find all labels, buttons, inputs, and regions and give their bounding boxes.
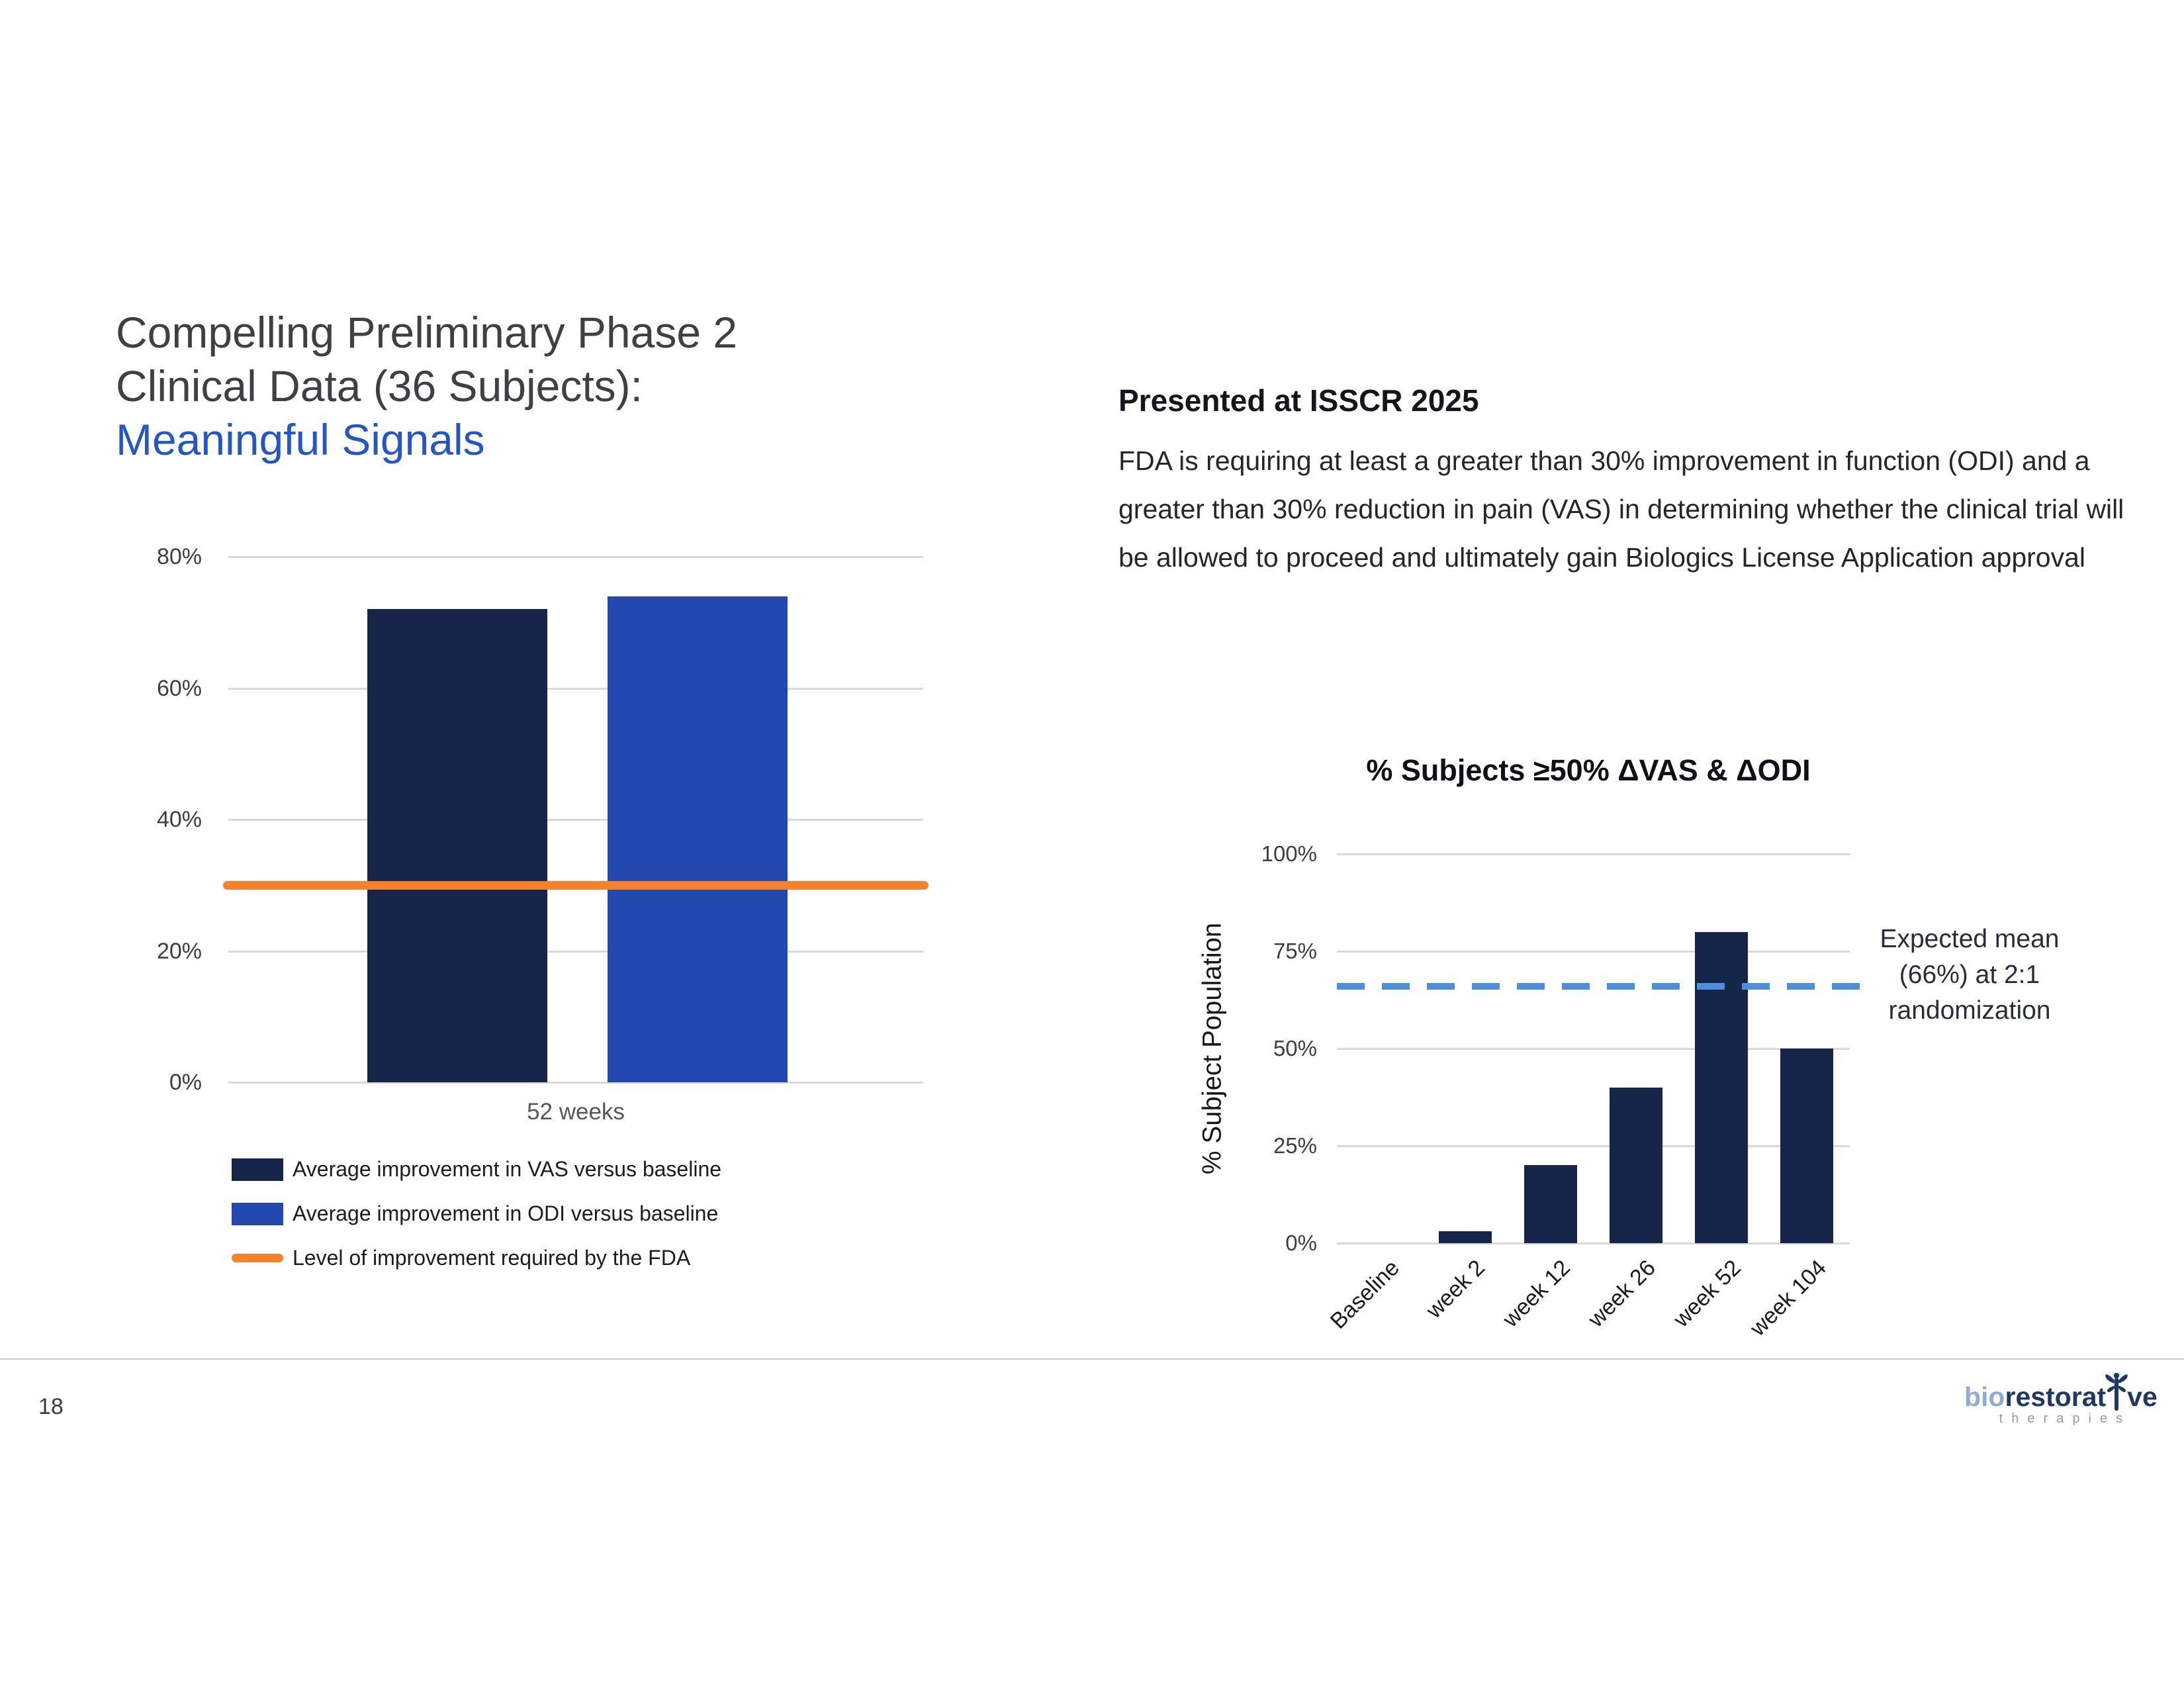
bar-vas bbox=[367, 609, 547, 1082]
y-tick-label: 0% bbox=[169, 1070, 202, 1095]
x-tick-label: week 26 bbox=[1583, 1255, 1661, 1333]
y-tick-label: 25% bbox=[1273, 1133, 1317, 1158]
chart-title: % Subjects ≥50% ΔVAS & ΔODI bbox=[1366, 753, 1811, 787]
logo-bio-text: bio bbox=[1964, 1382, 2005, 1412]
vas-legend-swatch bbox=[232, 1158, 283, 1181]
page-title: Compelling Preliminary Phase 2 Clinical … bbox=[116, 306, 737, 467]
bar-odi bbox=[608, 596, 788, 1082]
biorestorative-logo: biorestorat ve therapies bbox=[1964, 1364, 2158, 1427]
gridline bbox=[228, 687, 923, 690]
logo-ve-text: ve bbox=[2127, 1382, 2158, 1412]
fda-line-legend-label: Level of improvement required by the FDA bbox=[293, 1246, 691, 1270]
y-tick-label: 20% bbox=[156, 938, 202, 964]
gridline bbox=[1337, 1243, 1850, 1244]
bar-week-12 bbox=[1524, 1165, 1577, 1243]
title-line-1: Compelling Preliminary Phase 2 bbox=[116, 308, 738, 357]
expected-mean-annotation: Expected mean (66%) at 2:1 randomization bbox=[1853, 921, 2086, 1029]
gridline bbox=[1337, 1048, 1850, 1050]
y-tick-label: 75% bbox=[1273, 939, 1317, 963]
chart-legend: Average improvement in VAS versus baseli… bbox=[232, 1154, 721, 1287]
dragonfly-icon bbox=[2105, 1372, 2128, 1411]
title-line-2: Clinical Data (36 Subjects): bbox=[116, 361, 643, 410]
bar-week-2 bbox=[1438, 1231, 1492, 1243]
logo-wordmark: biorestorat ve bbox=[1964, 1364, 2158, 1430]
gridline bbox=[228, 1082, 923, 1084]
y-tick-label: 80% bbox=[156, 544, 202, 569]
x-tick-label: Baseline bbox=[1325, 1255, 1404, 1335]
expected-mean-dashed-line bbox=[1337, 982, 1861, 990]
gridline bbox=[228, 556, 923, 558]
x-tick-label: week 2 bbox=[1421, 1255, 1490, 1324]
gridline bbox=[1337, 951, 1850, 953]
fda-required-level-line bbox=[223, 881, 929, 890]
annotation-line-1: Expected mean bbox=[1880, 925, 2060, 953]
presented-heading: Presented at ISSCR 2025 bbox=[1118, 383, 1479, 418]
gridline bbox=[1337, 853, 1850, 855]
gridline bbox=[228, 950, 923, 953]
gridline bbox=[1337, 1145, 1850, 1147]
annotation-line-2: (66%) at 2:1 bbox=[1899, 961, 2040, 989]
x-tick-label: week 12 bbox=[1498, 1255, 1575, 1333]
gridline bbox=[228, 819, 923, 821]
legend-item-vas: Average improvement in VAS versus baseli… bbox=[232, 1154, 721, 1185]
bar-week-26 bbox=[1610, 1087, 1663, 1243]
improvement-plot-area: 0% 20% 40% 60% 80% bbox=[157, 544, 929, 1095]
fda-line-legend-swatch bbox=[232, 1254, 283, 1262]
legend-item-odi: Average improvement in ODI versus baseli… bbox=[232, 1198, 721, 1229]
x-axis-category-label: 52 weeks bbox=[527, 1099, 625, 1125]
odi-legend-swatch bbox=[232, 1202, 283, 1225]
annotation-line-3: randomization bbox=[1888, 996, 2051, 1025]
page-number: 18 bbox=[38, 1394, 64, 1419]
legend-item-fda-line: Level of improvement required by the FDA bbox=[232, 1243, 721, 1274]
y-tick-label: 40% bbox=[156, 807, 202, 832]
y-tick-label: 0% bbox=[1285, 1231, 1317, 1255]
bar-week-104 bbox=[1780, 1049, 1834, 1243]
title-line-3: Meaningful Signals bbox=[116, 415, 485, 464]
logo-restorat-text: restorat bbox=[2005, 1382, 2107, 1412]
x-tick-label: week 104 bbox=[1745, 1255, 1832, 1341]
vas-legend-label: Average improvement in VAS versus baseli… bbox=[293, 1157, 722, 1181]
fda-requirement-paragraph: FDA is requiring at least a greater than… bbox=[1118, 445, 2124, 573]
x-tick-label: week 52 bbox=[1668, 1255, 1747, 1333]
subjects-plot-area: 0% 25% 50% 75% 100% Baseline week 2 week 12 week… bbox=[1261, 841, 1861, 1341]
y-tick-label: 60% bbox=[156, 675, 202, 701]
logo-therapies-text: therapies bbox=[1999, 1411, 2132, 1426]
y-tick-label: 50% bbox=[1273, 1036, 1317, 1060]
footer-divider bbox=[0, 1358, 2184, 1360]
y-axis-title: % Subject Population bbox=[1197, 922, 1227, 1175]
y-tick-label: 100% bbox=[1261, 841, 1317, 866]
odi-legend-label: Average improvement in ODI versus baseli… bbox=[293, 1201, 719, 1225]
bar-week-52 bbox=[1695, 931, 1749, 1243]
